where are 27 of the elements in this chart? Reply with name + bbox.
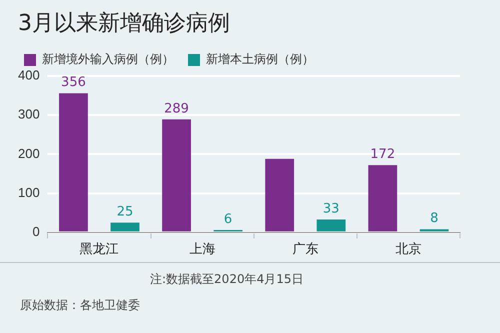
y-tick-label: 100 xyxy=(18,184,40,200)
x-tick-label: 黑龙江 xyxy=(80,240,119,256)
data-label: 33 xyxy=(322,201,340,216)
bar xyxy=(110,222,140,232)
data-label: 172 xyxy=(370,147,396,162)
text: 原始数据：各地卫健委 xyxy=(20,297,140,314)
data-label: 356 xyxy=(61,75,86,90)
x-tick-label: 北京 xyxy=(395,240,422,256)
legend-label: 新增本土病例（例） xyxy=(206,52,314,66)
chart-title: 3月以来新增确诊病例 xyxy=(18,10,230,38)
x-tick-label: 广东 xyxy=(292,240,318,256)
data-label: 289 xyxy=(164,101,189,116)
bar xyxy=(316,219,346,232)
y-tick-label: 200 xyxy=(18,146,40,161)
text: 注:数据截至2020年4月15日 xyxy=(150,271,304,288)
y-tick-label: 300 xyxy=(18,106,40,122)
data-label: 6 xyxy=(224,212,232,227)
y-tick-label: 0 xyxy=(32,224,40,239)
data-label: 25 xyxy=(116,204,134,220)
bar xyxy=(162,119,191,232)
data-label: 8 xyxy=(430,211,438,226)
bar xyxy=(59,93,88,232)
bar xyxy=(368,165,398,232)
x-tick-label: 上海 xyxy=(189,240,216,256)
y-tick-label: 400 xyxy=(18,68,40,83)
bar xyxy=(265,158,294,232)
legend-label: 新增境外输入病例（例） xyxy=(42,52,174,66)
